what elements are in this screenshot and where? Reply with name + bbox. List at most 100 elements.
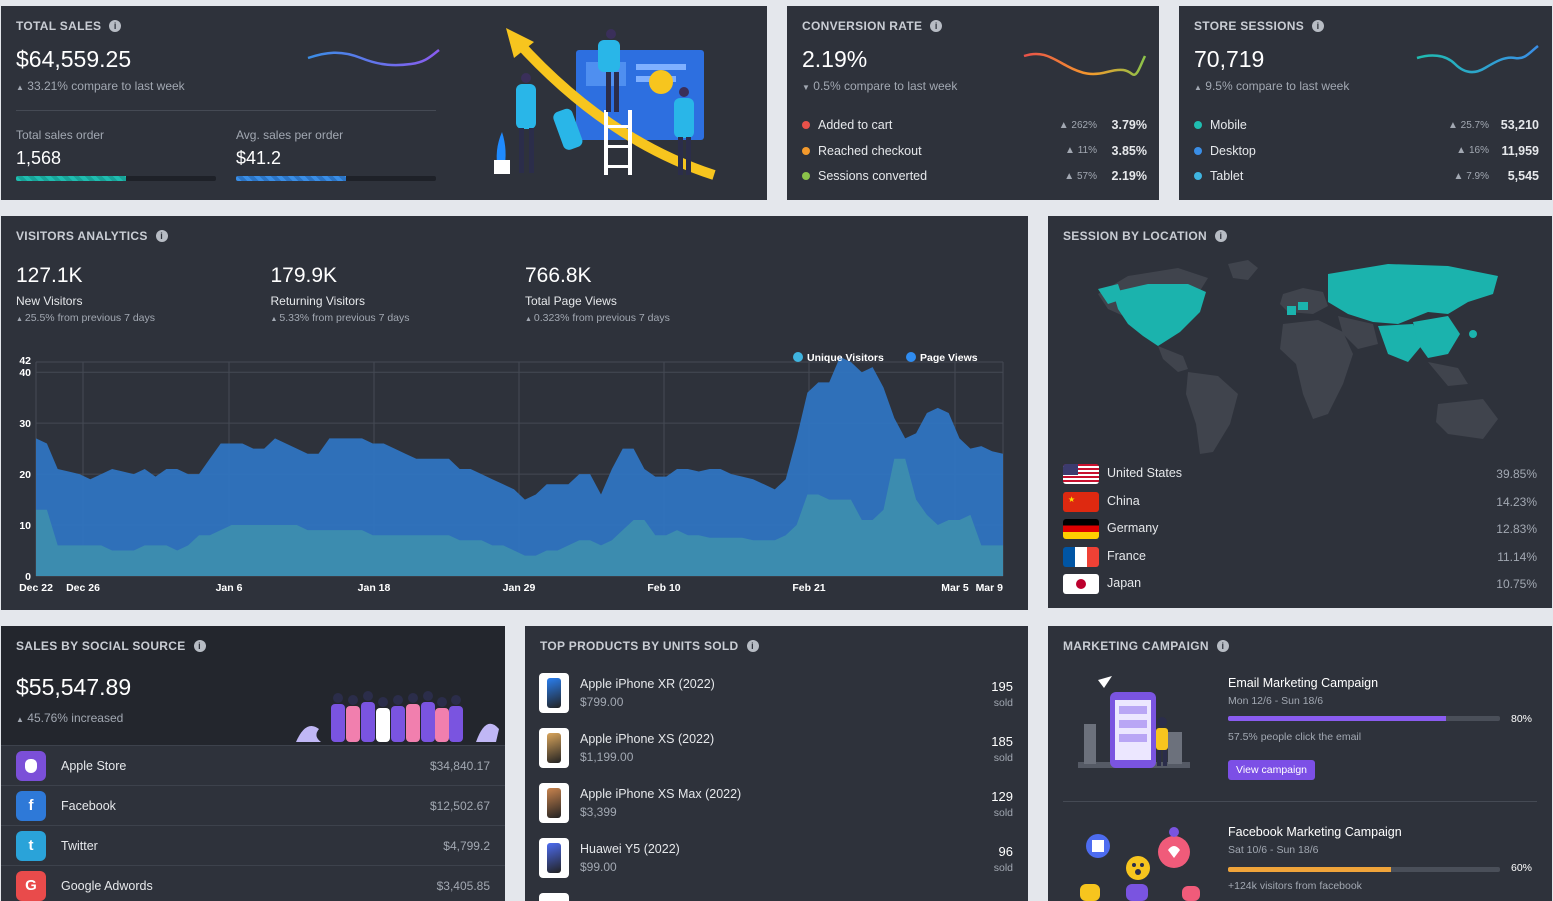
- row-change: ▲ 25.7%: [1447, 119, 1489, 131]
- conversion-sparkline: [1023, 52, 1147, 77]
- chart-legend: Unique Visitors Page Views: [793, 352, 978, 364]
- y-tick-label: 40: [19, 367, 31, 379]
- us-flag-icon: [1063, 464, 1099, 484]
- conversion-value: 2.19%: [802, 46, 868, 72]
- country-share: 39.85%: [1496, 467, 1537, 481]
- china-flag-icon: ★: [1063, 491, 1099, 512]
- info-icon[interactable]: i: [746, 640, 759, 652]
- x-tick-label: Jan 18: [358, 582, 391, 594]
- y-tick-label: 20: [19, 469, 31, 481]
- product-row[interactable]: Huawei Y5 (2022) $99.00 96 sold: [539, 838, 1019, 884]
- crowd-illustration: [296, 691, 499, 742]
- info-icon[interactable]: i: [1216, 640, 1229, 652]
- legend-dot: [802, 172, 810, 180]
- product-price: $1,199.00: [580, 750, 634, 764]
- info-icon[interactable]: i: [155, 230, 168, 242]
- product-row[interactable]: Apple iPhone XR (2022) $799.00 195 sold: [539, 673, 1019, 719]
- y-tick-label: 30: [19, 418, 31, 430]
- legend-dot: [793, 352, 803, 362]
- visitor-stat-change: ▲ 5.33% from previous 7 days: [270, 312, 410, 324]
- orders-value: 1,568: [16, 148, 62, 168]
- social-source-row[interactable]: Apple Store $34,840.17: [1, 745, 505, 785]
- row-change: ▲ 11%: [1065, 145, 1097, 156]
- avg-label: Avg. sales per order: [236, 128, 344, 142]
- facebook-campaign-illustration: [1080, 827, 1200, 901]
- conversion-change: 0.5% compare to last week: [813, 79, 958, 93]
- facebook-campaign-name[interactable]: Facebook Marketing Campaign: [1228, 825, 1402, 839]
- visitor-stat-label: Total Page Views: [525, 294, 617, 308]
- row-label: Added to cart: [818, 118, 893, 132]
- product-image: [539, 783, 569, 823]
- sales-sparkline: [307, 49, 440, 67]
- email-campaign-illustration: [1078, 676, 1190, 768]
- legend-dot: [1194, 172, 1202, 180]
- product-row[interactable]: Apple iPhone XS (2022) $1,199.00 185 sold: [539, 728, 1019, 774]
- row-value: 2.19%: [1111, 169, 1147, 183]
- email-campaign-note: 57.5% people click the email: [1228, 731, 1362, 743]
- france-flag-icon: [1063, 546, 1099, 567]
- x-tick-label: Dec 22: [19, 582, 53, 594]
- visitor-stat-label: Returning Visitors: [270, 294, 366, 308]
- social-source-row[interactable]: t Twitter $4,799.2: [1, 825, 505, 865]
- product-units: 129: [991, 789, 1013, 804]
- product-name: Apple iPhone XS (2022): [580, 732, 715, 746]
- x-tick-label: Feb 10: [647, 582, 680, 594]
- x-tick-label: Feb 21: [792, 582, 825, 594]
- japan-flag-icon: [1063, 574, 1099, 594]
- legend-dot: [1194, 146, 1202, 155]
- social-source-value: $3,405.85: [436, 878, 490, 893]
- country-name: United States: [1107, 466, 1183, 480]
- legend-dot: [906, 352, 916, 362]
- orders-progress: [16, 176, 216, 181]
- caret-down-icon: ▼: [802, 83, 810, 92]
- total-sales-card: TOTAL SALES i $64,559.25 ▲ 33.21% compare…: [1, 6, 767, 200]
- social-source-label: Facebook: [61, 798, 116, 813]
- info-icon[interactable]: i: [930, 20, 943, 32]
- visitor-stat-label: New Visitors: [16, 294, 83, 308]
- product-name: Apple iPhone XR (2022): [580, 677, 715, 691]
- info-icon[interactable]: i: [109, 20, 122, 32]
- info-icon[interactable]: i: [193, 640, 206, 652]
- caret-up-icon: ▲: [525, 316, 534, 323]
- email-campaign-name[interactable]: Email Marketing Campaign: [1228, 676, 1379, 690]
- x-tick-label: Mar 5: [941, 582, 969, 594]
- conversion-rate-card: CONVERSION RATE i 2.19% ▼ 0.5% compare to…: [787, 6, 1159, 200]
- caret-up-icon: ▲: [16, 715, 24, 724]
- social-source-row[interactable]: G Google Adwords $3,405.85: [1, 865, 505, 901]
- country-name: France: [1107, 548, 1146, 563]
- conversion_rate-row: Reached checkout ▲ 11% 3.85%: [802, 144, 1147, 158]
- marketing-campaign-card: MARKETING CAMPAIGN i Email Marketing Camp…: [1048, 626, 1552, 901]
- info-icon[interactable]: i: [1312, 20, 1325, 32]
- total-sales-title: TOTAL SALES: [16, 19, 102, 33]
- product-image: [539, 673, 569, 713]
- product-image: [539, 893, 569, 901]
- product-row[interactable]: Apple iPhone XS Max (2022) $3,399 129 sold: [539, 783, 1019, 829]
- social-source-value: $12,502.67: [429, 798, 490, 813]
- total-sales-change: 33.21% compare to last week: [27, 79, 185, 93]
- email-campaign-dates: Mon 12/6 - Sun 18/6: [1228, 695, 1324, 707]
- sessions-change: 9.5% compare to last week: [1205, 79, 1350, 93]
- products-title: TOP PRODUCTS BY UNITS SOLD: [540, 639, 739, 653]
- info-icon[interactable]: i: [1214, 230, 1227, 242]
- orders-label: Total sales order: [16, 128, 105, 142]
- row-label: Tablet: [1210, 169, 1244, 183]
- country-share: 10.75%: [1496, 577, 1537, 591]
- row-value: 53,210: [1500, 118, 1539, 132]
- social-value: $55,547.89: [16, 674, 132, 700]
- product-sold-label: sold: [993, 862, 1013, 874]
- social-source-row[interactable]: f Facebook $12,502.67: [1, 785, 505, 825]
- y-tick-label: 10: [19, 520, 31, 532]
- row-label: Mobile: [1210, 118, 1247, 132]
- social-source-label: Apple Store: [61, 758, 127, 773]
- avg-value: $41.2: [236, 148, 282, 168]
- x-tick-label: Dec 26: [66, 582, 100, 594]
- y-tick-label: 0: [25, 571, 31, 583]
- legend-dot: [802, 121, 810, 129]
- avg-progress: [236, 176, 436, 181]
- row-value: 3.79%: [1111, 118, 1147, 132]
- view-campaign-button[interactable]: View campaign: [1228, 760, 1316, 780]
- product-row[interactable]: [539, 893, 1019, 901]
- product-image: [539, 838, 569, 878]
- location-title: SESSION BY LOCATION: [1063, 229, 1207, 243]
- social-change: 45.76% increased: [27, 711, 124, 725]
